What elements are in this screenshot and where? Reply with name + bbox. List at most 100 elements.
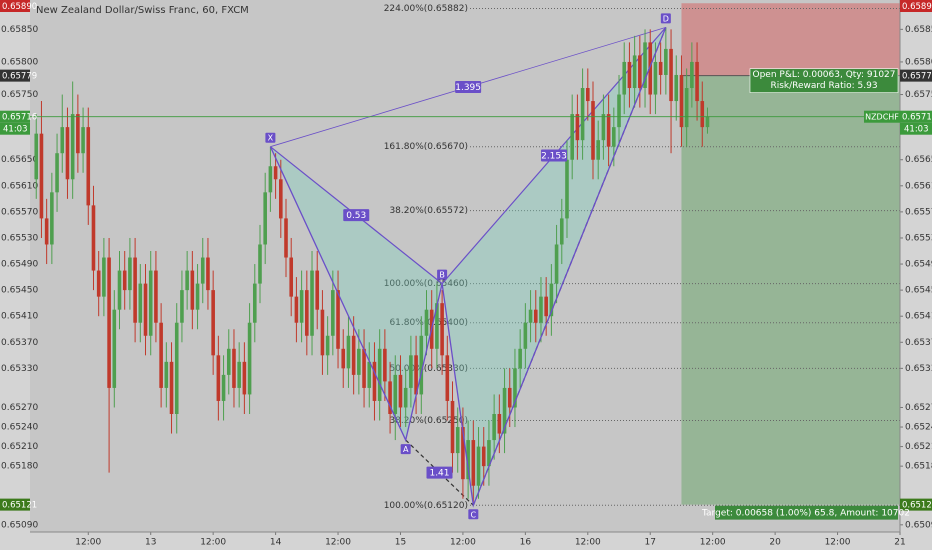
ratio-box [343,209,370,222]
candle-body [388,381,392,414]
price-badge-left-label: 0.65121 [2,501,37,511]
candle-body [34,133,39,180]
x-tick-label: 12:00 [450,538,476,548]
price-badge-left-label: 0.65890 [2,2,37,12]
x-tick-label: 13 [145,538,156,548]
candle-body [403,387,408,408]
ratio-label: 1.395 [455,83,481,93]
candle-body [357,348,361,375]
fib-label: 100.00%(0.65460) [384,279,468,289]
candle-body [190,270,195,310]
pattern-point-label: D [663,14,669,23]
candle-body [128,257,132,291]
x-tick-label: 12:00 [700,538,726,548]
candle-body [143,283,148,336]
candle-body [549,283,554,317]
candle-body [705,116,710,128]
candle-body [341,348,346,369]
candle-body [86,127,91,206]
candle-body [409,355,413,388]
candle-body [232,348,236,388]
candle-body [664,48,668,75]
pnl-text: Open P&L: 0.00063, Qty: 91027 [753,70,896,80]
y-tick-label-left: 0.65370 [1,338,38,348]
y-tick-label-left: 0.65570 [1,207,38,217]
y-tick-label: 0.65090 [905,520,932,530]
candle-body [565,159,569,219]
fib-label: 38.20%(0.65572) [389,206,468,216]
y-tick-label-left: 0.65090 [1,520,38,530]
candle-body [221,374,226,401]
pattern-point [660,13,671,24]
price-badge-right-label: 0.65121 [902,501,932,511]
price-badge-right [900,498,932,511]
pattern-point-label: C [471,510,477,519]
price-badge-left [0,498,30,511]
candle-body [273,166,278,180]
candle-body [362,348,366,388]
pattern-fill-xab [270,146,443,441]
y-tick-label-left: 0.65750 [1,90,38,100]
candle-body [39,133,44,219]
y-tick-label: 0.65270 [905,403,932,413]
candle-body [622,61,627,95]
candle-body [91,205,96,271]
candle-body [195,283,200,310]
x-tick-label: 21 [894,538,905,548]
candle-body [518,348,522,369]
candle-body [684,88,689,128]
candle-body [653,61,658,95]
candle-body [487,440,491,467]
price-badge-left-label: 0.65779 [2,72,37,82]
candle-body [559,218,564,245]
candle-body [107,257,111,388]
candle-body [674,74,679,102]
candle-body [596,140,601,160]
y-tick-label: 0.65370 [905,338,932,348]
candle-body [419,335,424,395]
countdown: 41:03 [904,125,929,135]
ratio-box [455,81,482,94]
candle-body [242,361,247,395]
y-tick-label-left: 0.65210 [1,442,38,452]
candle-body [606,114,611,147]
candle-body [81,127,85,154]
countdown-badge-left [0,122,30,135]
candle-body [60,127,65,154]
candle-body [471,440,476,486]
candle-body [533,309,538,323]
candle-body [528,309,533,323]
ratio-box [540,149,567,162]
price-badge-right [900,0,932,12]
candle-body [133,257,137,323]
candle-body [96,270,101,297]
candle-body [351,335,356,375]
y-tick-label: 0.65240 [905,423,932,433]
y-tick-label: 0.65330 [905,364,932,374]
y-tick-label: 0.65450 [905,286,932,296]
pattern-point-label: A [403,445,409,454]
x-tick-label: 14 [270,538,282,548]
candle-body [206,257,210,291]
candle-body [455,427,460,454]
ratio-label: 1.41 [429,469,449,479]
candle-body [294,296,299,323]
fib-label: 161.80%(0.65670) [384,142,468,152]
candle-body [445,355,450,401]
x-tick-label: 12:00 [825,538,851,548]
candle-body [612,127,616,147]
y-tick-label-left: 0.65650 [1,155,38,165]
price-badge-right-label: 0.65716 [902,113,932,123]
x-tick-label: 12:00 [575,538,601,548]
price-badge-right-label: 0.65890 [902,2,932,12]
candle-body [299,290,304,323]
chart-title: New Zealand Dollar/Swiss Franc, 60, FXCM [36,5,249,16]
candle-body [648,42,653,95]
candle-body [320,309,325,356]
candle-body [55,153,59,193]
y-tick-label: 0.65650 [905,155,932,165]
target-text: Target: 0.00658 (1.00%) 65.8, Amount: 10… [701,509,910,519]
price-badge-right [900,69,932,82]
candle-body [284,218,288,258]
